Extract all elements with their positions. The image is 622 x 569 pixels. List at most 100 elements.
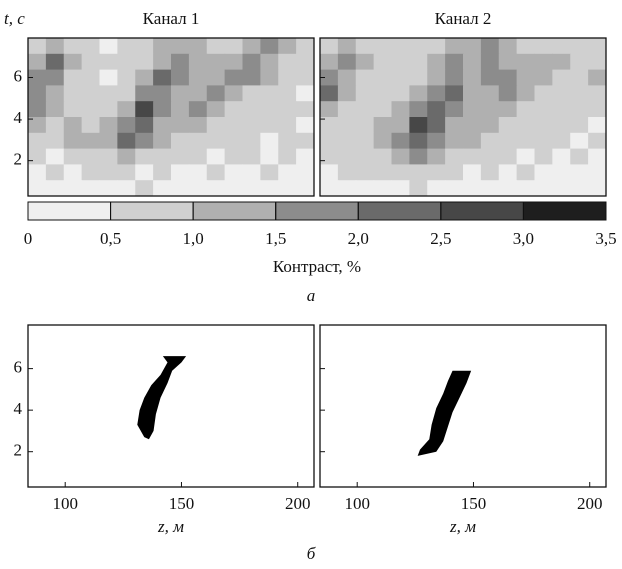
plot-title: Канал 1 [143, 9, 200, 28]
heat-cell [337, 117, 357, 134]
heat-cell [570, 53, 589, 71]
heat-cell [63, 117, 83, 134]
heat-cell [355, 53, 375, 71]
heat-cell [278, 85, 297, 102]
heat-cell [171, 132, 190, 150]
heat-cell [81, 148, 100, 165]
heat-cell [45, 180, 65, 197]
heat-cell [135, 85, 154, 102]
heat-cell [534, 38, 553, 55]
heat-cell [171, 180, 190, 197]
heat-cell [117, 180, 136, 197]
heat-cell [153, 132, 172, 150]
heat-cell [224, 85, 243, 102]
heat-cell [409, 38, 428, 55]
heat-cell [570, 101, 589, 118]
heat-cell [260, 38, 279, 55]
heat-cell [552, 132, 571, 150]
heat-cell [135, 101, 154, 118]
heat-cell [260, 164, 279, 181]
heat-cell [224, 164, 243, 181]
heat-cell [463, 85, 482, 102]
heat-cell [171, 69, 190, 86]
heat-cell [320, 164, 339, 181]
heat-cell [117, 101, 136, 118]
heat-cell [117, 85, 136, 102]
heat-cell [409, 148, 428, 165]
y-tick-label: 6 [14, 358, 23, 377]
heat-cell [188, 164, 208, 181]
heat-cell [320, 69, 339, 86]
panel-caption: б [307, 544, 316, 563]
heat-cell [570, 164, 589, 181]
heat-cell [28, 148, 47, 165]
heat-cell [409, 53, 428, 71]
heat-cell [391, 132, 410, 150]
heat-cell [242, 85, 261, 102]
plot-title: Канал 2 [435, 9, 492, 28]
heat-cell [463, 132, 482, 150]
heat-cell [498, 132, 518, 150]
heat-cell [153, 164, 172, 181]
heat-cell [81, 38, 100, 55]
mask-region [137, 356, 187, 440]
heat-cell [445, 164, 464, 181]
heat-cell [28, 69, 47, 86]
heat-cell [99, 53, 118, 71]
heat-cell [242, 101, 261, 118]
heat-cell [99, 117, 118, 134]
heat-cell [45, 38, 65, 55]
plot-frame [27, 324, 315, 488]
heat-cell [81, 132, 100, 150]
x-axis-label: z, м [449, 517, 476, 536]
heat-cell [63, 69, 83, 86]
heat-cell [552, 101, 571, 118]
heat-cell [188, 38, 208, 55]
heat-cell [206, 53, 226, 71]
heat-cell [480, 148, 500, 165]
heat-cell [171, 85, 190, 102]
heat-cell [81, 180, 100, 197]
heat-cell [588, 85, 607, 102]
heat-cell [516, 38, 535, 55]
heat-cell [135, 148, 154, 165]
heat-cell [135, 180, 154, 197]
heat-cell [409, 180, 428, 197]
heat-cell [373, 132, 392, 150]
heat-cell [296, 180, 315, 197]
heat-cell [278, 180, 297, 197]
heat-cell [355, 101, 375, 118]
heat-cell [81, 53, 100, 71]
heat-cell [588, 132, 607, 150]
heat-cell [427, 101, 446, 118]
heat-cell [188, 148, 208, 165]
heat-cell [99, 101, 118, 118]
heat-cell [534, 53, 553, 71]
heat-cell [188, 117, 208, 134]
heat-cell [355, 38, 375, 55]
heat-cell [63, 53, 83, 71]
heat-cell [391, 180, 410, 197]
heat-cell [242, 38, 261, 55]
heat-cell [337, 101, 357, 118]
heat-cell [355, 148, 375, 165]
heat-cell [445, 85, 464, 102]
heat-cell [296, 101, 315, 118]
heat-cell [320, 53, 339, 71]
heat-cell [28, 164, 47, 181]
heat-cell [588, 38, 607, 55]
heat-cell [373, 180, 392, 197]
heat-cell [224, 148, 243, 165]
heat-cell [171, 148, 190, 165]
heat-cell [117, 164, 136, 181]
heat-cell [45, 117, 65, 134]
heat-cell [99, 148, 118, 165]
heat-cell [28, 38, 47, 55]
heat-cell [206, 164, 226, 181]
heat-cell [463, 69, 482, 86]
heat-cell [224, 117, 243, 134]
heat-cell [81, 101, 100, 118]
heat-cell [153, 180, 172, 197]
heat-cell [296, 53, 315, 71]
y-axis-label: t, с [4, 9, 25, 28]
